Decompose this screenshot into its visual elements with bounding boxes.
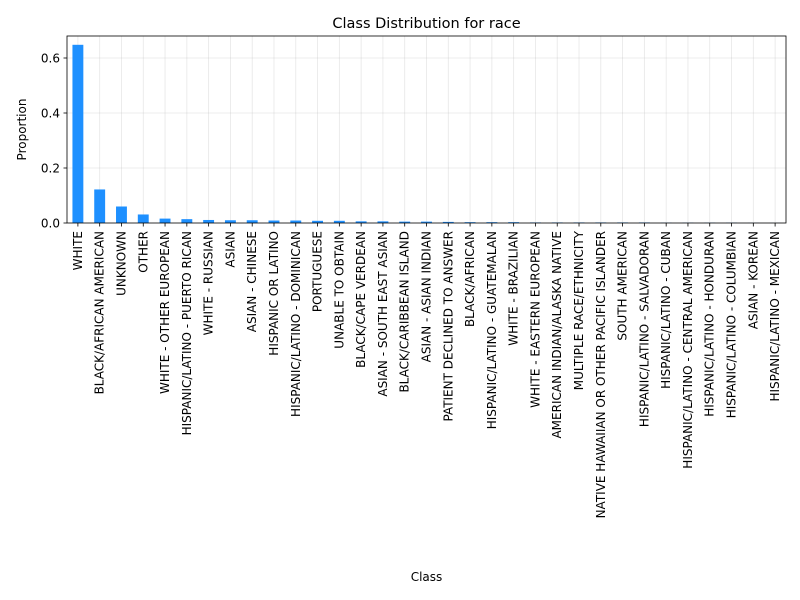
bar (181, 219, 193, 223)
x-tick-label: HISPANIC/LATINO - PUERTO RICAN (180, 231, 194, 435)
bar (268, 220, 280, 223)
y-axis-label: Proportion (15, 99, 29, 161)
bar (333, 220, 345, 223)
bar (508, 222, 520, 223)
x-tick-label: MULTIPLE RACE/ETHNICITY (572, 230, 586, 390)
bar (486, 222, 498, 223)
x-tick-label: ASIAN - SOUTH EAST ASIAN (376, 231, 390, 397)
x-tick-label: HISPANIC/LATINO - GUATEMALAN (485, 231, 499, 429)
x-axis-label: Class (411, 570, 443, 584)
x-tick-label: HISPANIC OR LATINO (267, 231, 281, 356)
x-tick-label: UNABLE TO OBTAIN (332, 231, 346, 349)
y-tick-label: 0.6 (41, 52, 60, 66)
x-tick-label: HISPANIC/LATINO - CENTRAL AMERICAN (681, 231, 695, 469)
x-tick-label: WHITE - RUSSIAN (202, 231, 216, 335)
y-tick-label: 0.2 (41, 162, 60, 176)
x-tick-label: ASIAN - CHINESE (245, 231, 259, 332)
x-tick-label: AMERICAN INDIAN/ALASKA NATIVE (550, 231, 564, 439)
x-tick-label: HISPANIC/LATINO - CUBAN (659, 231, 673, 389)
bar (203, 219, 215, 223)
x-tick-label: OTHER (136, 231, 150, 273)
x-tick-label: SOUTH AMERICAN (616, 231, 630, 341)
bar (355, 221, 367, 223)
x-tick-label: UNKNOWN (114, 231, 128, 296)
bar (72, 44, 84, 223)
bar (312, 220, 324, 223)
x-tick-label: HISPANIC/LATINO - MEXICAN (768, 231, 782, 402)
x-tick-label: WHITE - OTHER EUROPEAN (158, 231, 172, 394)
y-tick-label: 0.0 (41, 217, 60, 231)
y-axis-ticks: 0.0 0.2 0.4 0.6 (41, 52, 67, 231)
x-tick-label: PORTUGUESE (311, 231, 325, 312)
bars (72, 44, 781, 223)
bar (159, 218, 171, 223)
x-axis-ticks: WHITE BLACK/AFRICAN AMERICAN UNKNOWN OTHER W… (71, 223, 782, 518)
x-tick-label: BLACK/CARIBBEAN ISLAND (398, 231, 412, 393)
x-tick-label: ASIAN - KOREAN (746, 231, 760, 329)
y-tick-label: 0.4 (41, 107, 60, 121)
bar (224, 220, 236, 223)
x-tick-label: HISPANIC/LATINO - DOMINICAN (289, 231, 303, 417)
x-tick-label: BLACK/AFRICAN AMERICAN (93, 231, 107, 394)
bar (442, 221, 454, 223)
x-tick-label: BLACK/AFRICAN (463, 231, 477, 327)
x-tick-label: WHITE - EASTERN EUROPEAN (528, 231, 542, 408)
x-tick-label: PATIENT DECLINED TO ANSWER (441, 231, 455, 422)
x-tick-label: ASIAN (223, 231, 237, 268)
x-tick-label: WHITE - BRAZILIAN (507, 231, 521, 346)
bar (421, 221, 432, 223)
bar (116, 206, 127, 223)
bar (137, 214, 149, 223)
x-tick-label: HISPANIC/LATINO - COLUMBIAN (725, 231, 739, 418)
chart-title: Class Distribution for race (332, 16, 520, 32)
x-tick-label: BLACK/CAPE VERDEAN (354, 231, 368, 368)
bar (464, 222, 476, 223)
x-tick-label: ASIAN - ASIAN INDIAN (420, 231, 434, 362)
bar (290, 220, 302, 223)
grid (67, 36, 786, 224)
x-tick-label: HISPANIC/LATINO - HONDURAN (703, 231, 717, 417)
bar (399, 221, 411, 223)
bar (94, 189, 106, 223)
bar (246, 220, 258, 223)
x-tick-label: NATIVE HAWAIIAN OR OTHER PACIFIC ISLANDE… (594, 231, 608, 518)
bar (377, 221, 389, 223)
x-tick-label: WHITE (71, 231, 85, 270)
x-tick-label: HISPANIC/LATINO - SALVADORAN (637, 231, 651, 427)
